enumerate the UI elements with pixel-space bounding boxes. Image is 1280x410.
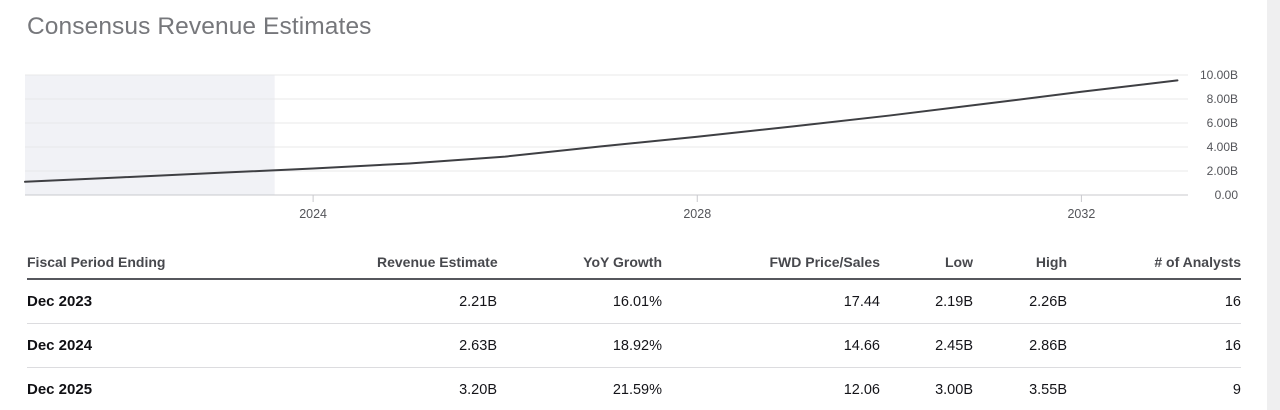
col-header-fwd-price-sales: FWD Price/Sales [662, 246, 880, 280]
revenue-estimate-cell: 2.63B [377, 323, 497, 368]
high-cell: 2.26B [973, 279, 1067, 324]
x-axis-label: 2024 [299, 207, 327, 220]
low-cell: 2.45B [880, 323, 973, 368]
estimates-table: Fiscal Period Ending Revenue Estimate Yo… [27, 246, 1241, 410]
num-analysts-cell: 9 [1067, 367, 1241, 410]
yoy-growth-cell: 21.59% [497, 367, 662, 410]
scrollbar-track[interactable] [1267, 0, 1280, 410]
fwd-price-sales-cell: 14.66 [662, 323, 880, 368]
section-title: Consensus Revenue Estimates [27, 13, 372, 40]
x-axis-label: 2032 [1067, 207, 1095, 220]
col-header-num-analysts: # of Analysts [1067, 246, 1241, 280]
fiscal-period-cell: Dec 2023 [27, 279, 377, 324]
fwd-price-sales-cell: 12.06 [662, 367, 880, 410]
table-row-dec-2025: Dec 2025 3.20B 21.59% 12.06 3.00B 3.55B … [27, 367, 1241, 410]
revenue-estimate-cell: 3.20B [377, 367, 497, 410]
revenue-line-chart: 0.00 2.00B 4.00B 6.00B 8.00B 10.00B 2024 2028 20… [24, 68, 1239, 221]
y-axis-label: 10.00B [1200, 68, 1238, 82]
y-axis-label: 8.00B [1207, 92, 1238, 106]
revenue-chart: 0.00 2.00B 4.00B 6.00B 8.00B 10.00B 2024 2028 20… [0, 55, 1280, 221]
low-cell: 3.00B [880, 367, 973, 410]
num-analysts-cell: 16 [1067, 279, 1241, 324]
fiscal-period-cell: Dec 2025 [27, 367, 377, 410]
table-row-dec-2024: Dec 2024 2.63B 18.92% 14.66 2.45B 2.86B … [27, 323, 1241, 368]
low-cell: 2.19B [880, 279, 973, 324]
num-analysts-cell: 16 [1067, 323, 1241, 368]
col-header-revenue-estimate: Revenue Estimate [377, 246, 498, 280]
col-header-fiscal-period-ending: Fiscal Period Ending [27, 246, 377, 280]
revenue-estimate-cell: 2.21B [377, 279, 497, 324]
x-axis-label: 2028 [683, 207, 711, 220]
y-axis-label: 4.00B [1207, 140, 1238, 154]
fiscal-period-cell: Dec 2024 [27, 323, 377, 368]
revenue-estimate-line [24, 79, 1179, 183]
yoy-growth-cell: 16.01% [497, 279, 662, 324]
col-header-yoy-growth: YoY Growth [497, 246, 662, 280]
col-header-high: High [973, 246, 1067, 280]
y-axis-label: 0.00 [1215, 188, 1239, 202]
table-header-row: Fiscal Period Ending Revenue Estimate Yo… [27, 246, 1241, 280]
high-cell: 3.55B [973, 367, 1067, 410]
table-row-dec-2023: Dec 2023 2.21B 16.01% 17.44 2.19B 2.26B … [27, 279, 1241, 324]
fwd-price-sales-cell: 17.44 [662, 279, 880, 324]
yoy-growth-cell: 18.92% [497, 323, 662, 368]
high-cell: 2.86B [973, 323, 1067, 368]
col-header-low: Low [880, 246, 973, 280]
y-axis-label: 6.00B [1207, 116, 1238, 130]
historical-period-shade [25, 75, 275, 195]
y-axis-label: 2.00B [1207, 164, 1238, 178]
